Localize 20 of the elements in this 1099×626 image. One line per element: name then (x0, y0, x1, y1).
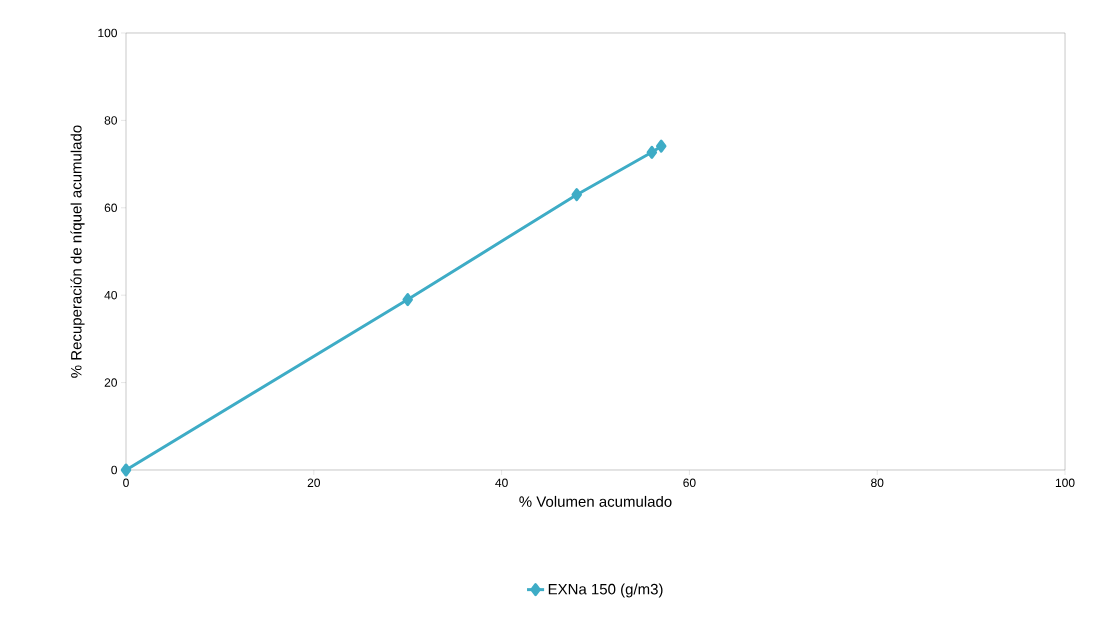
y-tick-label: 100 (98, 28, 118, 38)
y-tick-label: 20 (104, 378, 118, 387)
point (655, 139, 667, 153)
x-tick-label: 80 (871, 478, 884, 488)
y-tick-label: 40 (104, 290, 118, 300)
x-tick-label: 40 (495, 478, 508, 488)
point (120, 463, 132, 477)
x-tick-label: 100 (1055, 478, 1075, 488)
x-tick-label: 0 (123, 478, 129, 488)
point (646, 145, 658, 159)
y-tick-label: 80 (104, 116, 118, 125)
x-axis-title: % Volumen acumulado (519, 495, 672, 507)
x-tick-label: 60 (683, 478, 696, 488)
point (571, 188, 582, 202)
point (402, 293, 413, 307)
y-tick-label: 60 (104, 203, 118, 213)
legend-label: EXNa 150 (g/m3) (548, 583, 663, 598)
y-tick-label: 0 (111, 465, 118, 475)
y-axis-title: % Recuperación de níquel acumulado (70, 125, 85, 378)
x-tick-label: 20 (307, 478, 321, 488)
